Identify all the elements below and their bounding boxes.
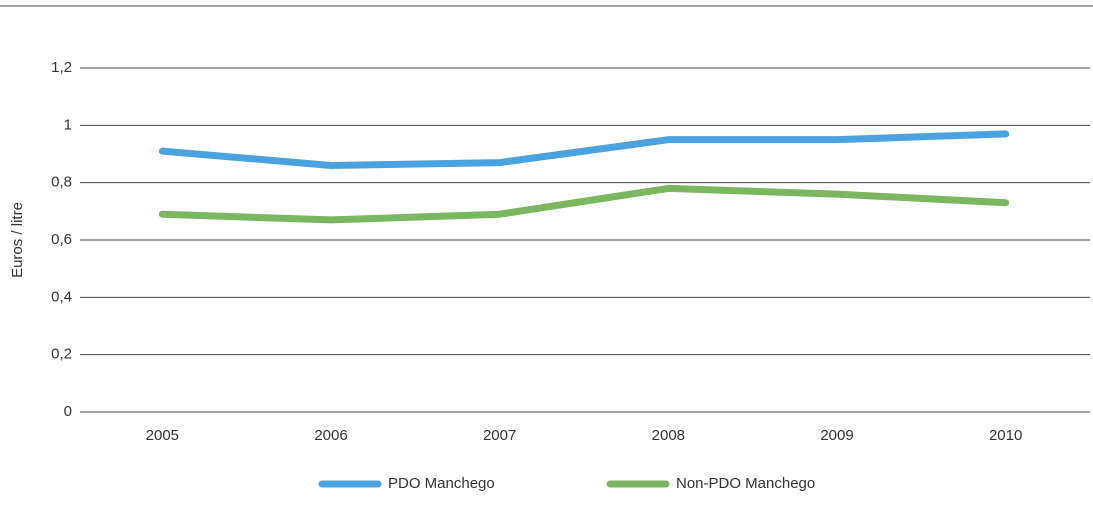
series-line	[158, 184, 1010, 224]
x-tick-label: 2005	[146, 427, 179, 444]
legend-label: PDO Manchego	[388, 475, 495, 492]
x-tick-label: 2008	[652, 427, 685, 444]
y-axis-label: Euros / litre	[9, 202, 26, 278]
x-tick-label: 2009	[820, 427, 853, 444]
x-tick-label: 2010	[989, 427, 1022, 444]
y-tick-label: 0,4	[51, 288, 72, 305]
y-tick-label: 0	[64, 403, 72, 420]
legend-label: Non-PDO Manchego	[676, 475, 815, 492]
y-tick-label: 1	[64, 116, 72, 133]
x-tick-label: 2007	[483, 427, 516, 444]
series-line	[158, 130, 1010, 169]
y-tick-label: 1,2	[51, 59, 72, 76]
y-tick-label: 0,2	[51, 346, 72, 363]
x-tick-label: 2006	[314, 427, 347, 444]
y-tick-label: 0,8	[51, 174, 72, 191]
y-tick-label: 0,6	[51, 231, 72, 248]
